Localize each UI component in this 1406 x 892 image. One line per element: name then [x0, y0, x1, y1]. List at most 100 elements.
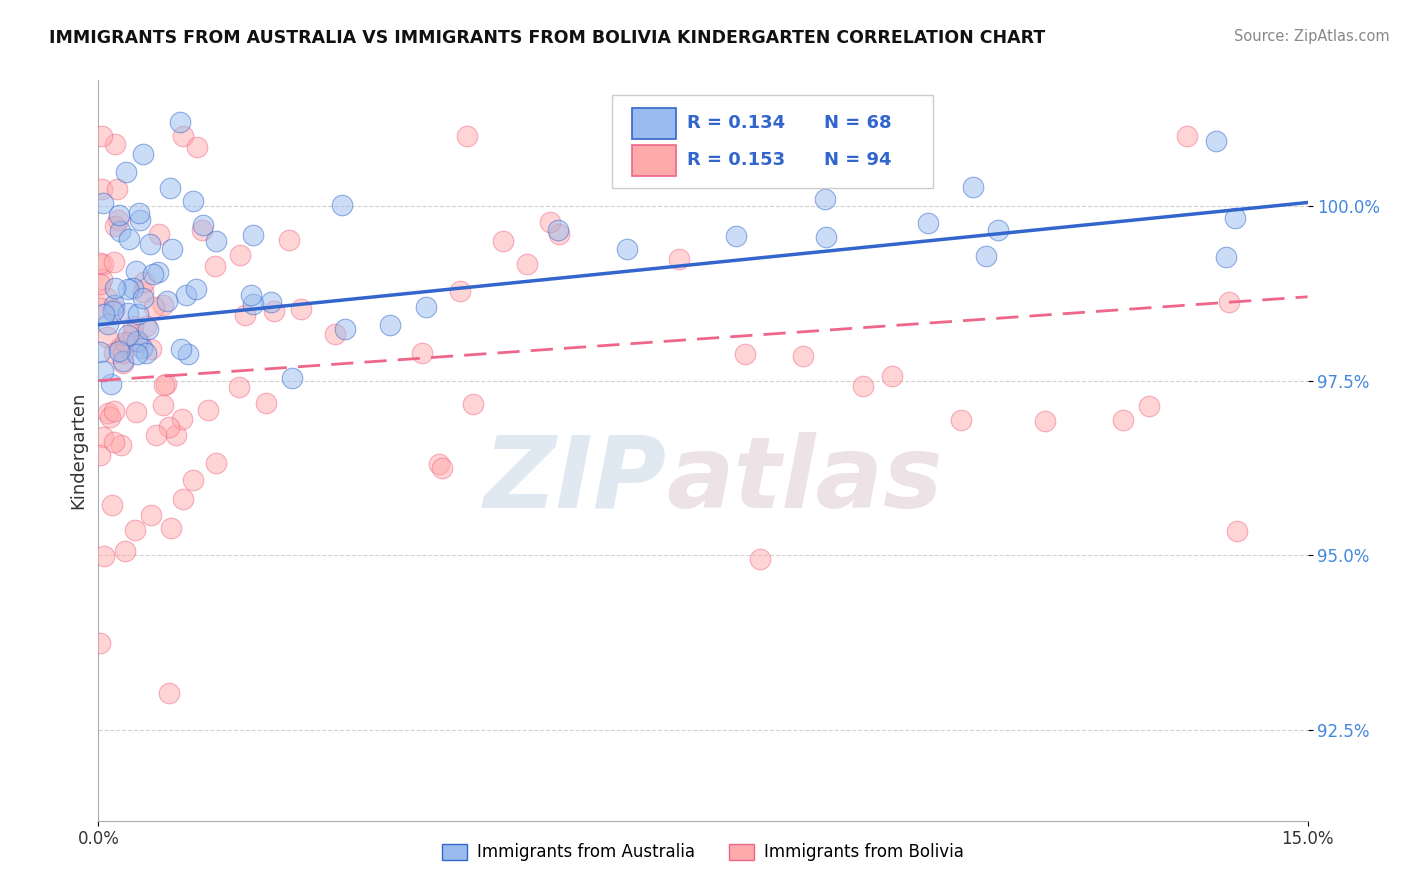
Point — [170, 342, 193, 356]
Point — [146, 264, 169, 278]
Point — [1175, 129, 1198, 144]
Point — [138, 236, 160, 251]
Point — [290, 302, 312, 317]
Point — [668, 252, 690, 266]
Point — [132, 291, 155, 305]
Point — [204, 456, 226, 470]
Point — [174, 287, 197, 301]
Point — [124, 263, 146, 277]
Point — [814, 192, 837, 206]
Point — [121, 281, 143, 295]
Point — [93, 307, 115, 321]
Point — [181, 194, 204, 209]
Point — [103, 404, 125, 418]
Point — [103, 297, 125, 311]
Point — [143, 300, 166, 314]
Point — [128, 206, 150, 220]
Point — [256, 396, 278, 410]
Point — [792, 349, 814, 363]
Legend: Immigrants from Australia, Immigrants from Bolivia: Immigrants from Australia, Immigrants fr… — [436, 837, 970, 868]
Point — [103, 434, 125, 449]
Point — [193, 218, 215, 232]
Point — [548, 227, 571, 242]
Point — [430, 460, 453, 475]
Point — [117, 334, 139, 349]
Point — [263, 304, 285, 318]
Point — [152, 398, 174, 412]
Point — [172, 129, 194, 144]
Point — [89, 256, 111, 270]
FancyBboxPatch shape — [613, 95, 932, 187]
Point — [117, 328, 139, 343]
Point — [152, 298, 174, 312]
Point — [1223, 211, 1246, 225]
Point — [240, 288, 263, 302]
Point — [159, 181, 181, 195]
Point — [135, 319, 157, 334]
Point — [91, 182, 114, 196]
Text: atlas: atlas — [666, 432, 943, 529]
Point — [114, 335, 136, 350]
Text: Source: ZipAtlas.com: Source: ZipAtlas.com — [1233, 29, 1389, 44]
FancyBboxPatch shape — [631, 108, 676, 139]
Point — [127, 334, 149, 349]
Point — [378, 318, 401, 332]
Point — [538, 215, 561, 229]
Point — [181, 473, 204, 487]
Point — [117, 306, 139, 320]
Point — [882, 369, 904, 384]
Point — [135, 346, 157, 360]
Point — [734, 346, 756, 360]
Point — [852, 379, 875, 393]
Point — [112, 346, 135, 360]
Point — [160, 243, 183, 257]
Point — [114, 543, 136, 558]
Point — [449, 284, 471, 298]
Point — [152, 377, 174, 392]
Point — [91, 430, 114, 444]
Point — [108, 208, 131, 222]
Point — [190, 223, 212, 237]
Point — [616, 242, 638, 256]
Point — [108, 341, 131, 355]
Point — [233, 308, 256, 322]
Point — [89, 301, 111, 315]
Point — [103, 346, 125, 360]
Point — [427, 457, 450, 471]
Point — [97, 318, 120, 332]
Point — [89, 448, 111, 462]
Point — [456, 129, 478, 144]
Point — [204, 259, 226, 273]
Point — [169, 115, 191, 129]
Point — [159, 521, 181, 535]
Point — [96, 291, 118, 305]
Point — [103, 304, 125, 318]
Point — [156, 293, 179, 308]
Point — [1218, 294, 1240, 309]
Point — [107, 344, 129, 359]
Point — [111, 354, 134, 368]
Point — [89, 636, 111, 650]
Point — [184, 282, 207, 296]
Text: ZIP: ZIP — [484, 432, 666, 529]
Point — [141, 342, 163, 356]
Point — [749, 551, 772, 566]
Point — [197, 403, 219, 417]
Point — [724, 229, 747, 244]
Point — [1205, 134, 1227, 148]
Point — [91, 196, 114, 211]
Point — [714, 150, 737, 164]
Point — [107, 213, 129, 227]
Point — [720, 166, 742, 180]
Point — [228, 380, 250, 394]
FancyBboxPatch shape — [631, 145, 676, 176]
Point — [330, 198, 353, 212]
Point — [917, 216, 939, 230]
Point — [815, 230, 838, 244]
Point — [204, 234, 226, 248]
Point — [411, 346, 433, 360]
Point — [242, 297, 264, 311]
Point — [105, 182, 128, 196]
Point — [89, 277, 111, 291]
Point — [177, 347, 200, 361]
